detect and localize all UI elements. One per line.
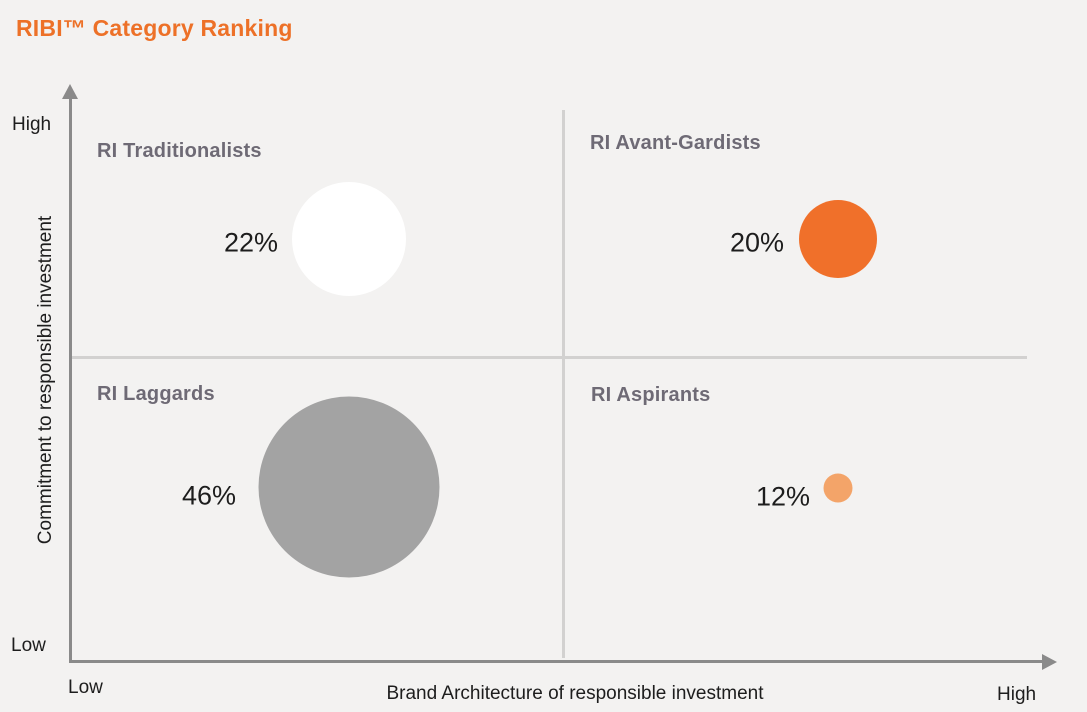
x-axis-tick-high: High: [997, 684, 1037, 705]
bubble-value-label: 46%: [181, 480, 236, 511]
quadrant-label: RI Laggards: [97, 383, 215, 405]
x-axis-tick-low: Low: [68, 677, 103, 698]
quadrant-divider-vertical: [562, 110, 565, 658]
bubble-value-label: 22%: [223, 227, 278, 258]
bubble-aspirants: [823, 473, 853, 503]
bubble-traditionalists: [292, 182, 406, 296]
bubble-value-label: 12%: [755, 481, 810, 512]
bubble-laggards: [258, 396, 440, 578]
x-axis-arrow-icon: [1042, 653, 1057, 670]
quadrant-divider-horizontal: [72, 356, 1027, 359]
y-axis-tick-high: High: [12, 114, 52, 135]
quadrant-label: RI Avant-Gardists: [590, 132, 761, 154]
y-axis-arrow-icon: [62, 84, 78, 99]
x-axis-title: Brand Architecture of responsible invest…: [386, 683, 764, 704]
x-axis-line: [69, 660, 1045, 663]
quadrant-label: RI Aspirants: [591, 384, 711, 406]
y-axis-title: Commitment to responsible investment: [35, 215, 56, 545]
quadrant-label: RI Traditionalists: [97, 140, 262, 162]
bubble-avant-gardists: [799, 200, 877, 278]
y-axis-line: [69, 96, 72, 662]
bubble-value-label: 20%: [729, 227, 784, 258]
page-title: RIBI™ Category Ranking: [16, 15, 293, 41]
y-axis-tick-low: Low: [11, 635, 46, 656]
